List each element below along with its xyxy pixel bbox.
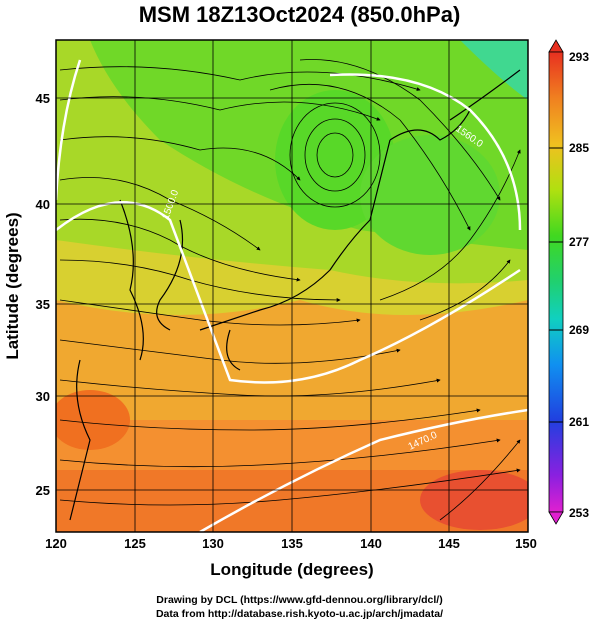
colorbar-tick-label: 253 [569,506,589,520]
colorbar-tick-label: 277 [569,235,589,249]
x-tick-label: 125 [124,536,146,551]
plot-frame [55,39,529,533]
y-tick-label: 35 [36,297,50,312]
x-tick-label: 140 [360,536,382,551]
y-tick-label: 30 [36,389,50,404]
coastlines [69,69,521,521]
y-axis-label: Latitude (degrees) [3,212,22,359]
map-title: MSM 18Z13Oct2024 (850.0hPa) [138,2,461,27]
grid-lines [56,40,528,532]
y-tick-label: 25 [36,483,50,498]
y-tick-label: 45 [36,91,50,106]
x-tick-label: 145 [438,536,460,551]
colorbar-tick-label: 261 [569,415,589,429]
wind-streamlines [59,59,521,521]
x-tick-label: 130 [202,536,224,551]
y-axis: 25 30 35 40 45 [36,91,50,498]
x-axis: 120 125 130 135 140 145 150 [45,536,537,551]
credit-drawing: Drawing by DCL (https://www.gfd-dennou.o… [156,594,443,606]
colorbar-tick-label: 293 [569,50,589,64]
colorbar-tick-label: 285 [569,141,589,155]
height-contours [56,59,528,532]
credit-data-source: Data from http://database.rish.kyoto-u.a… [155,608,444,620]
x-axis-label: Longitude (degrees) [210,560,373,579]
colorbar: 293 285 277 269 261 253 [548,39,589,525]
colorbar-tick-label: 269 [569,323,589,337]
y-tick-label: 40 [36,197,50,212]
x-tick-label: 150 [515,536,537,551]
x-tick-label: 120 [45,536,67,551]
temperature-field [56,40,528,532]
x-tick-label: 135 [281,536,303,551]
